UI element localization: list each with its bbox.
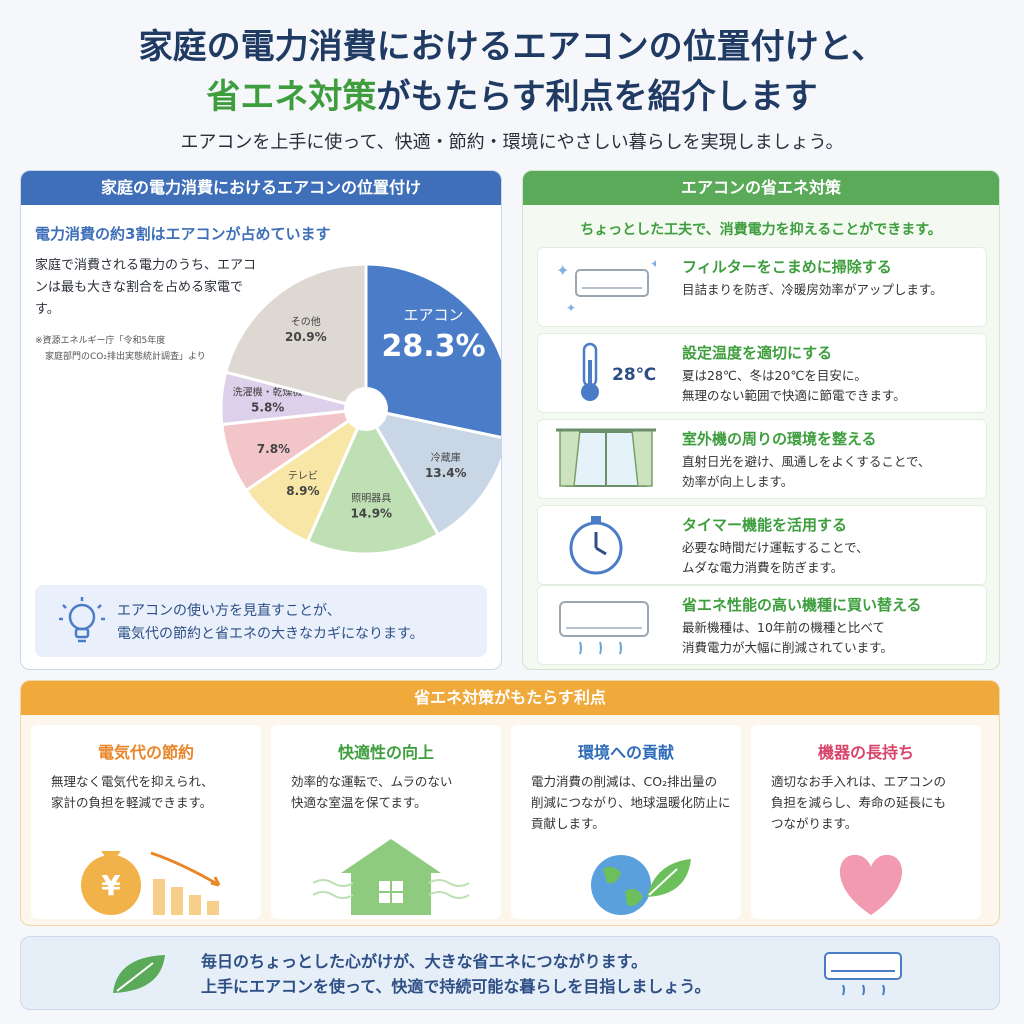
measure-desc: 夏は28℃、冬は20℃を目安に。 無理のない範囲で快適に節電できます。 <box>682 368 906 403</box>
power-usage-pie-chart: エアコン28.3%冷蔵庫13.4%照明器具14.9%テレビ8.9%7.8%洗濯機… <box>219 262 501 556</box>
measure-desc: 最新機種は、10年前の機種と比べて 消費電力が大幅に削減されています。 <box>682 620 893 655</box>
lightbulb-icon <box>59 597 105 643</box>
pie-slice-value: 20.9% <box>285 330 327 344</box>
heart-icon <box>839 854 903 915</box>
pie-slice-label: その他 <box>291 315 321 328</box>
page-title: 家庭の電力消費におけるエアコンの位置付けと、 省エネ対策がもたらす利点を紹介しま… <box>0 22 1024 122</box>
footer-line-1: 毎日のちょっとした心がけが、大きな省エネにつながります。 <box>201 952 648 971</box>
pie-slice-label: テレビ <box>288 470 318 482</box>
measure-desc: 直射日光を避け、風通しをよくすることで、 効率が向上します。 <box>682 454 931 489</box>
benefit-card: 機器の長持ち 適切なお手入れは、エアコンの 負担を減らし、寿命の延長にも つながりま… <box>751 725 981 919</box>
pie-slice-label: 冷蔵庫 <box>431 451 461 464</box>
pie-slice <box>364 262 501 439</box>
svg-text:✦: ✦ <box>556 261 569 280</box>
usage-panel: 家庭の電力消費におけるエアコンの位置付け 電力消費の約3割はエアコンが占めていま… <box>20 170 502 670</box>
measure-title: フィルターをこまめに掃除する <box>682 258 892 276</box>
measure-desc: 必要な時間だけ運転することで、 ムダな電力消費を防ぎます。 <box>682 540 869 575</box>
benefit-desc: 電力消費の削減は、CO₂排出量の 削減につながり、地球温暖化防止に 貢献します。 <box>531 774 731 831</box>
usage-tip-text: エアコンの使い方を見直すことが、 電気代の節約と省エネの大きなカギになります。 <box>117 600 424 646</box>
benefit-title: 環境への貢献 <box>577 743 674 762</box>
benefit-desc: 無理なく電気代を抑えられ、 家計の負担を軽減できます。 <box>51 774 214 810</box>
benefit-card: 電気代の節約 無理なく電気代を抑えられ、 家計の負担を軽減できます。 ¥ <box>31 725 261 919</box>
footer-line-2: 上手にエアコンを使って、快適で持続可能な暮らしを目指しましょう。 <box>201 977 711 996</box>
benefit-title: 電気代の節約 <box>97 743 194 762</box>
usage-tip-box: エアコンの使い方を見直すことが、 電気代の節約と省エネの大きなカギになります。 <box>35 585 487 657</box>
pie-slice-value: 28.3% <box>382 329 486 364</box>
yen-symbol: ¥ <box>101 869 121 902</box>
pie-slice-value: 13.4% <box>425 466 467 480</box>
pie-slice <box>223 262 368 411</box>
pie-slice-label: エアコン <box>404 306 464 324</box>
earth-leaf-icon <box>591 855 691 915</box>
leaf-icon <box>113 955 165 993</box>
measures-panel: エアコンの省エネ対策 ちょっとした工夫で、消費電力を抑えることができます。 ✦ … <box>522 170 1000 670</box>
source-note: ※資源エネルギー庁「令和5年度 家庭部門のCO₂排出実態統計調査」より <box>35 333 235 365</box>
pie-slice <box>243 404 370 544</box>
svg-text:✦: ✦ <box>650 257 656 271</box>
benefit-card: 快適性の向上 効率的な運転で、ムラのない 快適な室温を保てます。 <box>271 725 501 919</box>
measures-lead: ちょっとした工夫で、消費電力を抑えることができます。 <box>580 222 942 238</box>
svg-text:✦: ✦ <box>566 301 576 315</box>
measure-title: タイマー機能を活用する <box>682 516 848 534</box>
benefits-panel: 省エネ対策がもたらす利点 電気代の節約 無理なく電気代を抑えられ、 家計の負担を軽… <box>20 680 1000 926</box>
measure-card: タイマー機能を活用する 必要な時間だけ運転することで、 ムダな電力消費を防ぎます。 <box>537 505 987 585</box>
house-icon <box>312 839 470 915</box>
title-line-2: 省エネ対策がもたらす利点を紹介します <box>0 72 1024 122</box>
source-line-1: ※資源エネルギー庁「令和5年度 <box>35 336 166 346</box>
usage-lead: 電力消費の約3割はエアコンが占めています <box>35 225 331 243</box>
window-curtain-icon <box>556 428 656 487</box>
benefit-desc: 適切なお手入れは、エアコンの 負担を減らし、寿命の延長にも つながります。 <box>771 774 947 831</box>
pie-slice-value: 7.8% <box>257 442 290 456</box>
usage-panel-header: 家庭の電力消費におけるエアコンの位置付け <box>21 171 501 205</box>
usage-tip-line-2: 電気代の節約と省エネの大きなカギになります。 <box>117 626 424 642</box>
benefit-title: 快適性の向上 <box>337 743 434 762</box>
measure-title: 省エネ性能の高い機種に買い替える <box>682 596 922 614</box>
temperature-badge: 28℃ <box>612 365 656 385</box>
timer-icon <box>569 516 623 575</box>
aircon-clean-icon: ✦ ✦ ✦ <box>556 257 656 315</box>
measure-card: 28℃ 設定温度を適切にする 夏は28℃、冬は20℃を目安に。 無理のない範囲で快… <box>537 333 987 413</box>
title-line-1: 家庭の電力消費におけるエアコンの位置付けと、 <box>138 27 886 67</box>
measure-card: ✦ ✦ ✦ フィルターをこまめに掃除する 目詰まりを防ぎ、冷暖房効率がアップしま… <box>537 247 987 327</box>
measure-card: 省エネ性能の高い機種に買い替える 最新機種は、10年前の機種と比べて 消費電力が大… <box>537 585 987 665</box>
footer-banner: 毎日のちょっとした心がけが、大きな省エネにつながります。 上手にエアコンを使って… <box>20 936 1000 1010</box>
thermometer-icon: 28℃ <box>581 342 656 401</box>
usage-tip-line-1: エアコンの使い方を見直すことが、 <box>117 603 341 619</box>
title-highlight: 省エネ対策 <box>206 77 377 117</box>
pie-center <box>344 387 388 431</box>
pie-slice <box>305 405 441 556</box>
measure-card: 室外機の周りの環境を整える 直射日光を避け、風通しをよくすることで、 効率が向上し… <box>537 419 987 499</box>
benefit-card: 環境への貢献 電力消費の削減は、CO₂排出量の 削減につながり、地球温暖化防止に貢… <box>511 725 741 919</box>
pie-slice <box>363 406 501 537</box>
title-rest: がもたらす利点を紹介します <box>376 77 818 117</box>
measure-title: 室外機の周りの環境を整える <box>682 430 877 448</box>
footer-text: 毎日のちょっとした心がけが、大きな省エネにつながります。 上手にエアコンを使って… <box>201 949 710 999</box>
benefit-title: 機器の長持ち <box>817 743 914 762</box>
usage-text: 家庭で消費される電力のうち、エアコンは最も大きな割合を占める家電です。 <box>35 258 257 317</box>
measures-panel-header: エアコンの省エネ対策 <box>523 171 999 205</box>
money-bag-icon: ¥ <box>81 851 221 915</box>
new-aircon-icon <box>559 601 649 655</box>
pie-slice-label: 照明器具 <box>351 492 391 504</box>
page-subtitle: エアコンを上手に使って、快適・節約・環境にやさしい暮らしを実現しましょう。 <box>180 132 844 153</box>
benefits-panel-header: 省エネ対策がもたらす利点 <box>21 681 999 715</box>
pie-slice-value: 5.8% <box>251 401 284 415</box>
aircon-icon <box>824 952 902 996</box>
pie-slice-value: 14.9% <box>350 506 392 520</box>
measure-desc: 目詰まりを防ぎ、冷暖房効率がアップします。 <box>682 282 943 297</box>
measure-title: 設定温度を適切にする <box>682 344 833 362</box>
benefit-desc: 効率的な運転で、ムラのない 快適な室温を保てます。 <box>291 774 453 810</box>
source-line-2: 家庭部門のCO₂排出実態統計調査」より <box>45 352 206 362</box>
pie-slice-value: 8.9% <box>286 484 319 498</box>
